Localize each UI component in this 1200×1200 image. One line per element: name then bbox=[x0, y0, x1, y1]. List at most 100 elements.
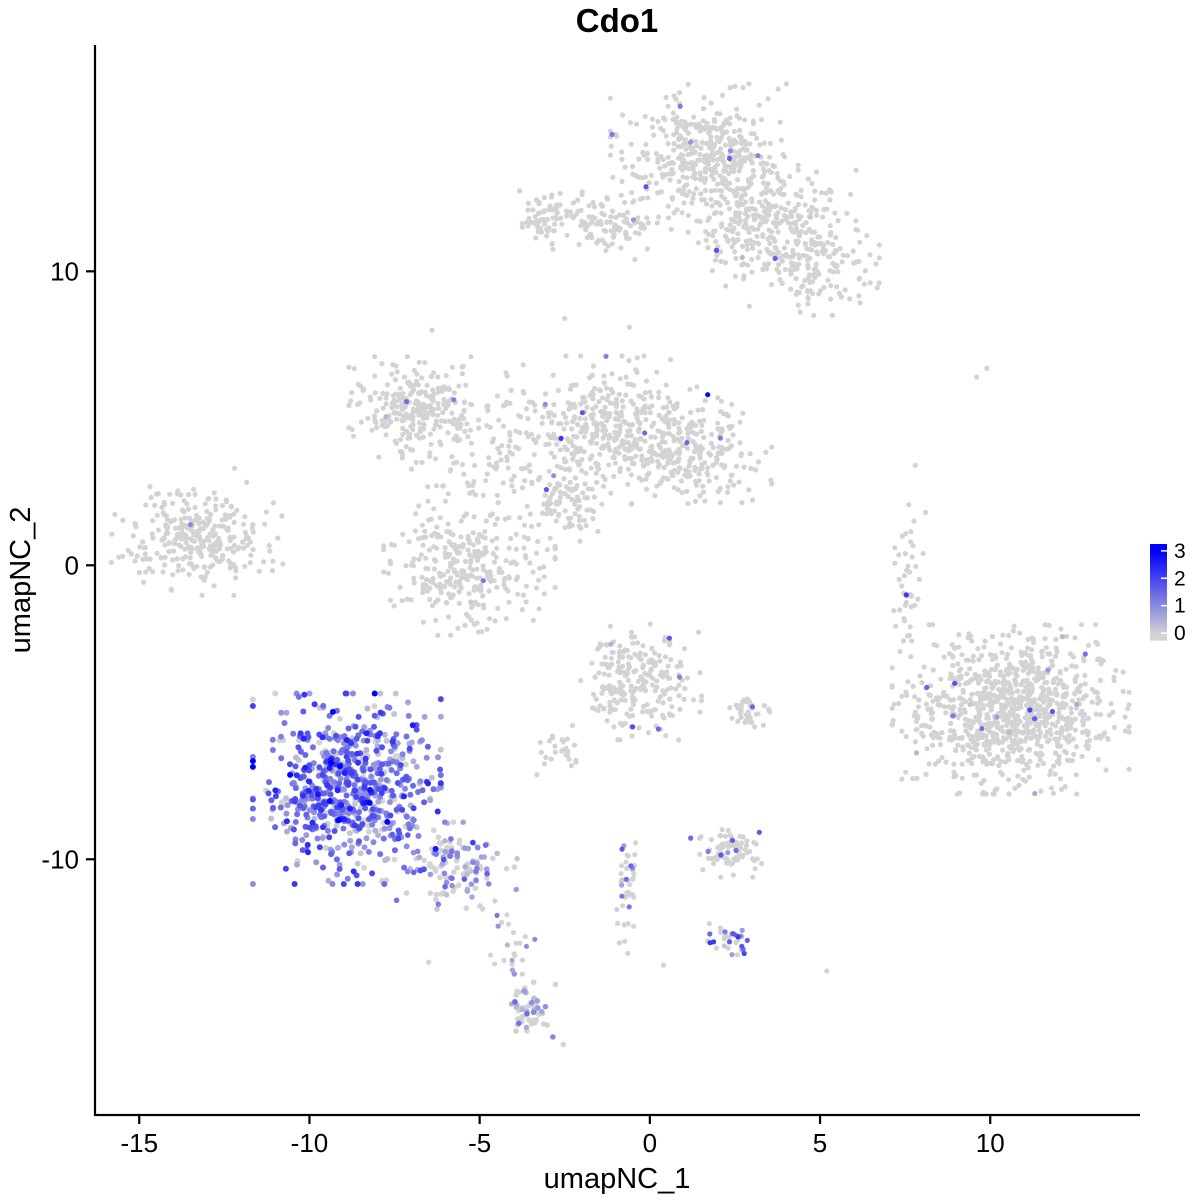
cell-point bbox=[660, 700, 666, 706]
cell-point bbox=[761, 172, 767, 178]
cell-point bbox=[730, 163, 736, 169]
cell-point bbox=[729, 715, 735, 722]
cell-point bbox=[385, 760, 392, 767]
cell-point bbox=[795, 167, 801, 173]
cell-point bbox=[435, 834, 442, 841]
cell-point bbox=[1049, 690, 1055, 697]
cell-point bbox=[473, 877, 479, 883]
cell-point bbox=[733, 255, 739, 261]
cell-point bbox=[1082, 681, 1088, 687]
cell-point bbox=[742, 117, 748, 123]
cell-point bbox=[582, 424, 588, 430]
cell-point bbox=[630, 724, 636, 730]
cell-point bbox=[760, 215, 766, 221]
cell-point bbox=[695, 407, 701, 413]
cell-point bbox=[267, 548, 273, 554]
cell-point bbox=[737, 210, 743, 216]
cell-point bbox=[500, 480, 506, 486]
cell-point bbox=[478, 854, 485, 860]
cell-point bbox=[993, 655, 999, 661]
cell-point bbox=[158, 555, 164, 561]
cell-point bbox=[458, 518, 464, 524]
cell-point bbox=[714, 181, 721, 187]
cell-point bbox=[404, 354, 410, 360]
cell-point bbox=[270, 558, 276, 564]
cell-point bbox=[1039, 649, 1045, 655]
cell-point bbox=[1047, 772, 1053, 778]
cell-point bbox=[616, 650, 623, 656]
cell-point bbox=[699, 422, 705, 428]
cell-point bbox=[904, 633, 911, 639]
cell-point bbox=[211, 490, 217, 496]
cell-point bbox=[399, 455, 405, 461]
cell-point bbox=[519, 971, 525, 977]
cell-point bbox=[593, 470, 599, 476]
cell-point bbox=[758, 161, 764, 167]
cell-point bbox=[248, 552, 254, 558]
cell-point bbox=[567, 401, 573, 407]
cell-point bbox=[411, 575, 417, 582]
cell-point bbox=[678, 155, 684, 161]
cell-point bbox=[685, 501, 691, 507]
cell-point bbox=[461, 572, 467, 578]
cell-point bbox=[603, 353, 609, 359]
cell-point bbox=[707, 166, 713, 172]
cell-point bbox=[509, 961, 515, 967]
cell-point bbox=[517, 188, 523, 194]
cell-point bbox=[738, 451, 745, 457]
cell-point bbox=[535, 434, 542, 440]
cell-point bbox=[925, 706, 931, 713]
cell-point bbox=[592, 674, 598, 680]
cell-point bbox=[377, 690, 384, 697]
cell-point bbox=[692, 464, 698, 471]
cell-point bbox=[718, 127, 724, 133]
cell-point bbox=[718, 258, 724, 264]
cell-point bbox=[638, 674, 644, 680]
cell-point bbox=[563, 446, 569, 452]
cell-point bbox=[671, 141, 677, 147]
cell-point bbox=[1000, 747, 1006, 753]
cell-point bbox=[414, 848, 421, 855]
cell-point bbox=[782, 154, 788, 160]
cell-point bbox=[1012, 740, 1018, 746]
cell-point bbox=[359, 821, 366, 827]
cell-point bbox=[853, 218, 859, 224]
cell-point bbox=[407, 431, 413, 437]
cell-point bbox=[972, 701, 978, 707]
cell-point bbox=[713, 475, 720, 481]
cell-point bbox=[533, 585, 540, 591]
cell-point bbox=[758, 860, 765, 867]
cell-point bbox=[630, 875, 636, 882]
cell-point bbox=[579, 457, 585, 463]
cell-point bbox=[813, 270, 819, 276]
cell-point bbox=[471, 462, 478, 469]
cell-point bbox=[876, 280, 882, 286]
cell-point bbox=[646, 470, 652, 476]
cell-point bbox=[591, 494, 598, 500]
cell-point bbox=[761, 140, 767, 146]
cell-point bbox=[688, 146, 695, 152]
cell-point bbox=[365, 828, 372, 835]
cell-point bbox=[608, 490, 614, 496]
cell-point bbox=[774, 170, 780, 177]
cell-point bbox=[1068, 710, 1074, 716]
cell-point bbox=[678, 478, 685, 484]
cell-point bbox=[531, 452, 537, 458]
cell-point bbox=[740, 410, 746, 416]
cell-point bbox=[1063, 633, 1070, 640]
cell-point bbox=[988, 720, 994, 726]
cell-point bbox=[629, 733, 635, 739]
cell-point bbox=[767, 140, 774, 146]
cell-point bbox=[782, 207, 789, 213]
cell-point bbox=[574, 421, 581, 428]
cell-point bbox=[990, 791, 996, 797]
cell-point bbox=[1003, 655, 1010, 661]
cell-point bbox=[430, 412, 436, 418]
cell-point bbox=[570, 200, 577, 206]
cell-point bbox=[1023, 761, 1029, 767]
cell-point bbox=[213, 548, 220, 554]
cell-point bbox=[379, 361, 385, 367]
cell-point bbox=[272, 824, 279, 831]
cell-point bbox=[429, 327, 435, 333]
cell-point bbox=[599, 237, 606, 243]
